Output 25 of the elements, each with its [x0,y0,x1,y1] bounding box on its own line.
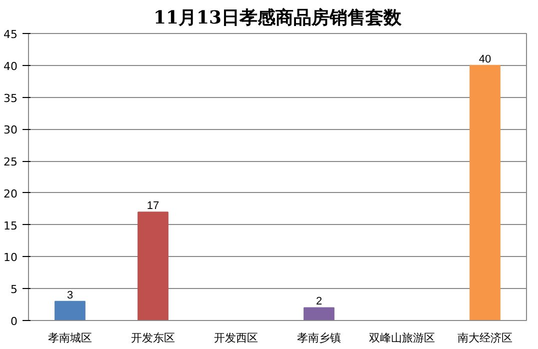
bar [470,64,500,320]
x-tick-label: 开发东区 [131,332,175,344]
y-tick-label: 45 [4,28,18,41]
y-tick-label: 40 [4,60,18,73]
chart-title: 11月13日孝感商品房销售套数 [153,8,403,28]
x-tick-label: 双峰山旅游区 [369,332,435,344]
bar [138,212,168,320]
x-tick-label: 孝南城区 [48,332,92,344]
y-tick-label: 20 [4,187,18,200]
y-tick-label: 15 [4,219,18,232]
x-tick-label: 南大经济区 [458,332,512,344]
data-label: 17 [146,200,160,212]
y-tick-label: 25 [4,156,18,169]
y-tick-label: 5 [10,283,18,296]
bar [54,300,86,320]
y-tick-label: 0 [10,315,18,328]
y-tick-label: 10 [4,251,18,264]
x-tick-label: 孝南乡镇 [297,332,341,344]
bar [304,307,334,320]
data-label: 2 [316,296,322,308]
x-tick-label: 开发西区 [214,332,258,344]
y-tick-label: 35 [4,92,18,105]
data-label: 3 [66,289,74,302]
data-label: 40 [478,53,492,66]
y-tick-label: 30 [4,124,18,137]
